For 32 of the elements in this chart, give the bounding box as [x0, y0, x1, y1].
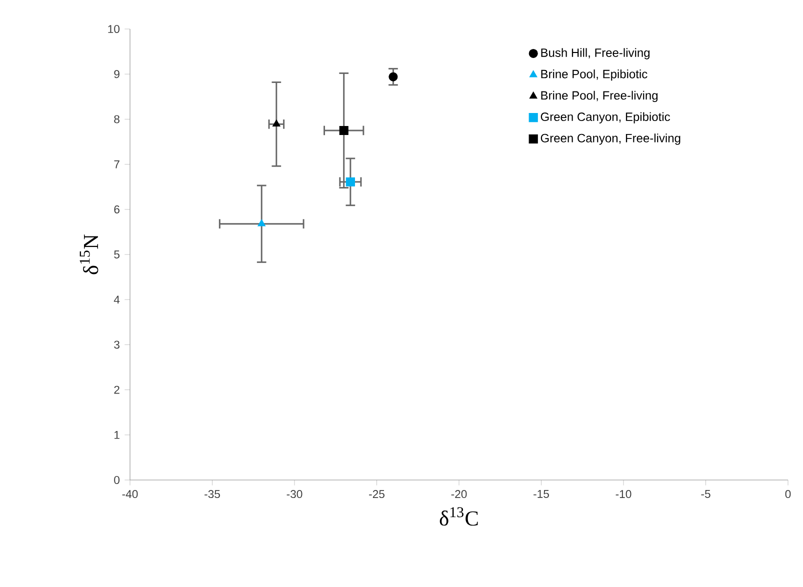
y-tick-label: 8: [114, 115, 120, 124]
x-tick-label: -15: [534, 490, 549, 498]
legend-label: Brine Pool, Free-living: [541, 90, 658, 102]
legend-label: Green Canyon, Free-living: [540, 134, 680, 145]
y-tick-label: 6: [114, 205, 120, 214]
y-tick-label: 4: [114, 296, 120, 304]
legend-label: Bush Hill, Free-living: [541, 48, 650, 60]
y-tick-label: 10: [108, 24, 120, 34]
point: [339, 126, 348, 136]
x-tick-label: -35: [204, 490, 220, 498]
x-tick-label: -25: [369, 490, 384, 498]
point: [258, 219, 266, 226]
x-tick-label: -40: [122, 490, 138, 498]
point: [388, 72, 398, 82]
y-tick-label: 9: [114, 70, 120, 78]
y-tick-label: 7: [114, 160, 120, 168]
y-tick-label: 2: [114, 386, 120, 394]
legend-label: Green Canyon, Epibiotic: [540, 112, 670, 124]
y-tick-label: 3: [114, 340, 120, 349]
x-tick-label: -30: [286, 490, 302, 498]
x-tick-label: -20: [451, 490, 467, 498]
point: [272, 120, 280, 127]
y-tick-label: 1: [114, 431, 120, 439]
y-tick-label: 0: [114, 476, 120, 484]
y-axis-title: δ$^{15}$N: [80, 234, 98, 274]
legend-label: Brine Pool, Epibiotic: [541, 69, 648, 81]
point: [346, 177, 355, 186]
x-tick-label: 0: [785, 490, 791, 498]
x-axis-title: δ$^{13}$C: [440, 507, 478, 526]
y-tick-label: 5: [114, 250, 120, 258]
x-tick-label: -10: [616, 490, 632, 498]
x-tick-label: -5: [701, 490, 710, 498]
